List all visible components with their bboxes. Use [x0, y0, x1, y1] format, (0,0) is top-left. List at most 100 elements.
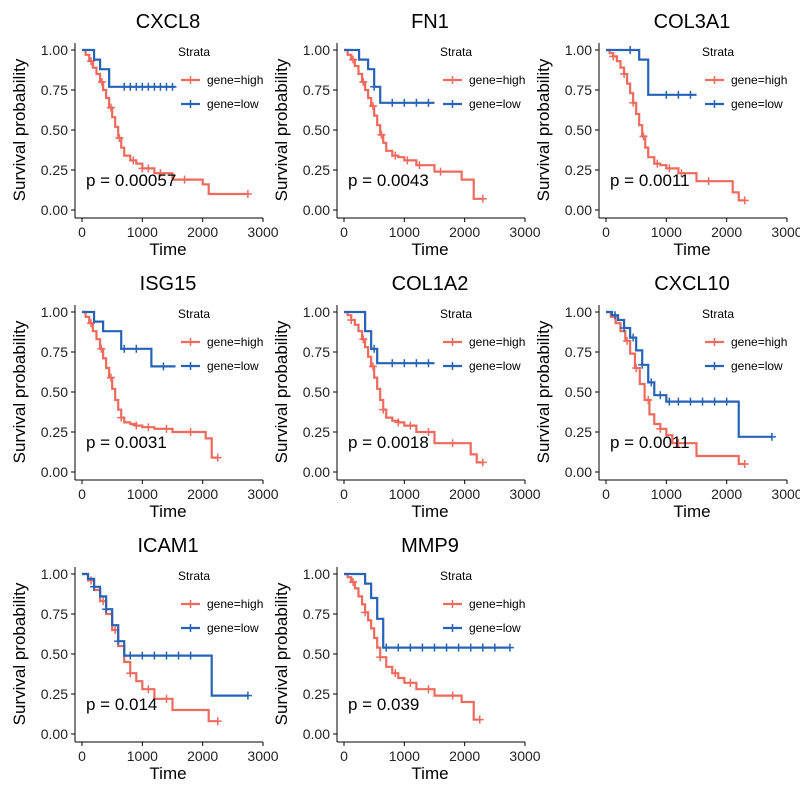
panel-title: COL3A1	[654, 11, 731, 33]
y-tick-label: 0.25	[303, 686, 330, 702]
legend-label-low: gene=low	[207, 97, 259, 111]
x-tick-label: 2000	[449, 748, 480, 764]
x-axis-label: Time	[149, 764, 186, 783]
x-axis-label: Time	[411, 502, 448, 521]
p-value-label: p = 0.0011	[610, 171, 690, 190]
series-line-low	[344, 48, 435, 104]
y-tick-label: 0.75	[41, 82, 68, 98]
y-tick-label: 0.00	[303, 464, 330, 480]
p-value-label: p = 0.0043	[348, 171, 429, 190]
y-tick-label: 0.50	[41, 122, 68, 138]
x-tick-label: 2000	[711, 224, 742, 240]
y-tick-label: 0.25	[41, 686, 68, 702]
y-tick-label: 0.00	[565, 464, 592, 480]
y-tick-label: 1.00	[41, 304, 68, 320]
y-tick-label: 0.75	[41, 606, 68, 622]
legend-title: Strata	[702, 307, 734, 321]
p-value-label: p = 0.00057	[86, 171, 176, 190]
y-tick-label: 0.50	[565, 384, 592, 400]
legend-label-high: gene=high	[207, 73, 263, 87]
y-tick-label: 1.00	[41, 42, 68, 58]
legend-title: Strata	[440, 569, 472, 583]
x-tick-label: 3000	[509, 224, 540, 240]
y-tick-label: 0.00	[41, 202, 68, 218]
y-axis-label: Survival probability	[272, 58, 291, 201]
y-axis-label: Survival probability	[10, 58, 29, 201]
y-tick-label: 1.00	[565, 42, 592, 58]
y-tick-label: 0.50	[565, 122, 592, 138]
series-line-low	[82, 310, 176, 368]
p-value-label: p = 0.0018	[348, 433, 429, 452]
y-tick-label: 0.25	[565, 162, 592, 178]
x-axis-label: Time	[149, 502, 186, 521]
x-tick-label: 3000	[247, 224, 278, 240]
x-tick-label: 0	[602, 224, 610, 240]
x-tick-label: 1000	[389, 224, 420, 240]
y-tick-label: 0.75	[565, 82, 592, 98]
legend-title: Strata	[178, 307, 210, 321]
x-tick-label: 0	[340, 224, 348, 240]
x-tick-label: 1000	[127, 486, 158, 502]
y-tick-label: 1.00	[303, 304, 330, 320]
y-axis-label: Survival probability	[534, 320, 553, 463]
legend-label-low: gene=low	[469, 621, 521, 635]
panel-title: COL1A2	[392, 273, 469, 295]
series-line-high	[606, 310, 745, 466]
x-tick-label: 0	[78, 486, 86, 502]
p-value-label: p = 0.0031	[86, 433, 167, 452]
x-tick-label: 3000	[771, 486, 800, 502]
x-tick-label: 2000	[711, 486, 742, 502]
x-tick-label: 1000	[651, 486, 682, 502]
x-tick-label: 1000	[127, 224, 158, 240]
x-tick-label: 3000	[509, 748, 540, 764]
km-panel-col1a2: COL1A2 0.00 0.25 0.50 0.75 1.00 0 1000 2000 3000 T…	[272, 273, 541, 521]
panel-title: FN1	[411, 11, 449, 33]
series-line-low	[344, 572, 510, 649]
x-tick-label: 0	[340, 486, 348, 502]
x-tick-label: 1000	[389, 486, 420, 502]
panel-title: CXCL10	[654, 273, 730, 295]
km-panel-col3a1: COL3A1 0.00 0.25 0.50 0.75 1.00 0 1000 2000 3000 T…	[534, 11, 800, 259]
y-tick-label: 0.25	[303, 162, 330, 178]
legend-title: Strata	[440, 307, 472, 321]
y-tick-label: 1.00	[303, 42, 330, 58]
x-axis-label: Time	[149, 240, 186, 259]
panel-title: ICAM1	[137, 535, 198, 557]
legend-label-high: gene=high	[731, 73, 787, 87]
y-tick-label: 0.00	[303, 726, 330, 742]
x-tick-label: 0	[78, 748, 86, 764]
legend-title: Strata	[440, 45, 472, 59]
series-line-low	[82, 48, 176, 88]
series-line-high	[344, 310, 483, 464]
y-tick-label: 0.25	[41, 424, 68, 440]
x-axis-label: Time	[673, 502, 710, 521]
x-tick-label: 1000	[389, 748, 420, 764]
series-line-low	[606, 48, 697, 96]
x-axis-label: Time	[411, 764, 448, 783]
x-tick-label: 2000	[449, 486, 480, 502]
y-axis-label: Survival probability	[272, 582, 291, 725]
y-tick-label: 0.50	[303, 384, 330, 400]
y-tick-label: 0.00	[303, 202, 330, 218]
km-panel-cxcl8: CXCL8 0.00 0.25 0.50 0.75 1.00 0 1000 2000 3000 Ti…	[10, 11, 279, 259]
legend-label-low: gene=low	[731, 359, 783, 373]
series-line-low	[344, 310, 435, 365]
legend-title: Strata	[178, 569, 210, 583]
y-tick-label: 0.75	[303, 606, 330, 622]
y-tick-label: 0.75	[41, 344, 68, 360]
legend-title: Strata	[702, 45, 734, 59]
x-tick-label: 3000	[247, 748, 278, 764]
km-panel-icam1: ICAM1 0.00 0.25 0.50 0.75 1.00 0 1000 2000 3000 Ti…	[10, 535, 279, 783]
y-axis-label: Survival probability	[10, 320, 29, 463]
legend-title: Strata	[178, 45, 210, 59]
x-tick-label: 3000	[509, 486, 540, 502]
x-axis-label: Time	[673, 240, 710, 259]
legend-label-low: gene=low	[207, 359, 259, 373]
y-tick-label: 0.75	[303, 82, 330, 98]
x-tick-label: 2000	[187, 486, 218, 502]
y-axis-label: Survival probability	[10, 582, 29, 725]
x-tick-label: 2000	[187, 224, 218, 240]
y-tick-label: 1.00	[303, 566, 330, 582]
x-tick-label: 3000	[771, 224, 800, 240]
